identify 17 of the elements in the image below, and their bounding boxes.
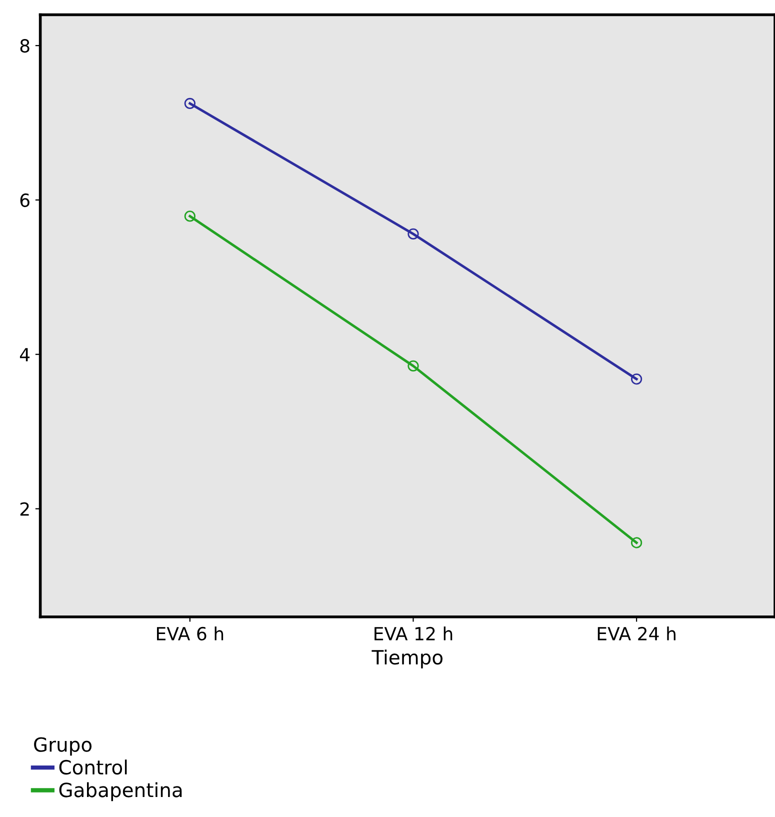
point <box>630 374 642 385</box>
point <box>630 537 642 548</box>
y-tick-label: 6 <box>20 193 30 208</box>
x-tick-label: EVA 6 h <box>157 626 224 641</box>
point <box>408 228 419 240</box>
y-tick-label: 4 <box>20 348 30 362</box>
legend-label: Gabapentina <box>59 782 182 802</box>
legend-title: Grupo <box>34 737 92 756</box>
y-tick-label: 2 <box>20 502 29 516</box>
point <box>408 360 419 372</box>
point <box>184 210 196 222</box>
y-tick-label: 8 <box>20 39 30 53</box>
x-tick-label: EVA 24 h <box>598 626 676 640</box>
x-tick-label: EVA 12 h <box>374 626 452 640</box>
x-axis-title: Tiempo <box>372 650 442 668</box>
legend-label: Control <box>59 760 127 775</box>
point <box>184 98 196 110</box>
